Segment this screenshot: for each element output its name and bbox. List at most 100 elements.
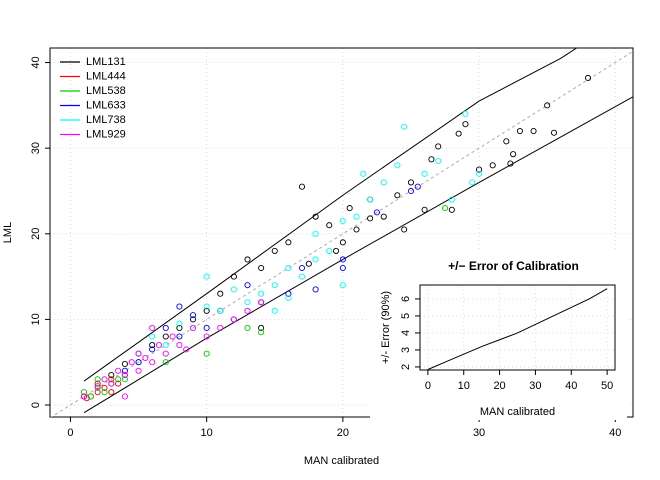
y-tick-label: 2: [400, 364, 412, 370]
data-point: [142, 354, 149, 361]
x-tick-label: 30: [473, 427, 485, 439]
data-point: [94, 389, 101, 396]
data-point: [162, 333, 169, 340]
data-point: [271, 307, 278, 314]
data-point: [94, 380, 101, 387]
data-point: [258, 324, 265, 332]
data-point: [101, 384, 108, 391]
data-point: [189, 324, 197, 332]
data-point: [128, 359, 135, 366]
data-point: [244, 282, 251, 289]
data-point: [407, 179, 415, 186]
y-tick-label: 3: [400, 347, 412, 353]
data-point: [367, 196, 374, 203]
inset-title: +/− Error of Calibration: [448, 259, 579, 273]
data-point: [469, 179, 476, 186]
data-point: [135, 359, 142, 366]
data-point: [135, 350, 142, 357]
data-point: [176, 333, 183, 340]
data-point: [298, 183, 306, 190]
data-point: [108, 380, 115, 387]
data-point: [94, 376, 101, 383]
data-point: [401, 226, 408, 233]
data-point: [414, 183, 421, 190]
data-point: [81, 393, 88, 400]
data-point: [380, 213, 387, 220]
y-tick-label: 0: [30, 402, 42, 408]
data-point: [476, 170, 483, 177]
data-point: [401, 123, 408, 130]
data-point: [285, 294, 292, 302]
data-point: [516, 127, 523, 135]
data-point: [584, 74, 592, 82]
data-point: [230, 316, 237, 323]
data-point: [149, 324, 156, 332]
legend-label: LML929: [86, 128, 126, 140]
data-point: [510, 151, 517, 158]
data-point: [108, 371, 115, 379]
x-tick-label: 30: [529, 380, 541, 392]
data-point: [339, 282, 346, 289]
data-point: [189, 316, 197, 323]
data-point: [421, 206, 428, 213]
error-line: [427, 288, 608, 370]
data-point: [326, 222, 333, 229]
x-tick-label: 10: [201, 427, 213, 439]
y-tick-label: 20: [30, 228, 42, 240]
x-axis-label: MAN calibrated: [480, 406, 555, 418]
data-point: [108, 376, 115, 383]
data-point: [441, 205, 449, 212]
data-point: [305, 260, 312, 267]
data-point: [271, 247, 278, 254]
data-point: [435, 157, 442, 165]
data-point: [162, 350, 169, 357]
data-point: [244, 299, 251, 306]
legend-label: LML738: [86, 114, 126, 126]
data-point: [312, 230, 319, 237]
data-point: [285, 264, 292, 272]
data-point: [530, 127, 537, 135]
y-tick-label: 6: [400, 296, 412, 302]
data-point: [121, 371, 128, 379]
y-tick-label: 30: [30, 142, 42, 154]
data-point: [312, 286, 319, 293]
data-point: [183, 346, 190, 353]
data-point: [176, 342, 183, 349]
data-point: [367, 215, 374, 222]
plot-frame: [49, 47, 634, 418]
data-point: [339, 264, 346, 272]
data-point: [203, 273, 210, 280]
data-point: [203, 350, 210, 357]
legend-label: LML444: [86, 70, 126, 82]
data-point: [507, 160, 514, 167]
plot-frame: [419, 284, 616, 371]
data-point: [455, 130, 462, 137]
x-tick-label: 0: [67, 427, 73, 439]
x-tick-label: 10: [458, 380, 470, 392]
x-tick-label: 20: [493, 380, 505, 392]
data-point: [462, 110, 469, 117]
data-point: [448, 206, 455, 213]
data-point: [217, 307, 224, 314]
data-point: [421, 170, 428, 177]
data-point: [149, 333, 156, 340]
data-point: [298, 273, 306, 280]
data-point: [203, 307, 210, 314]
data-point: [162, 342, 169, 349]
legend-label: LML538: [86, 85, 126, 97]
data-point: [435, 143, 442, 150]
data-point: [476, 166, 483, 173]
y-tick-label: 4: [400, 330, 412, 336]
x-tick-label: 40: [565, 380, 577, 392]
data-point: [162, 359, 169, 366]
data-point: [230, 273, 237, 280]
data-point: [121, 376, 128, 383]
data-point: [101, 389, 108, 396]
data-point: [217, 324, 224, 332]
data-point: [155, 342, 163, 349]
x-axis-label: MAN calibrated: [304, 455, 379, 467]
y-tick-label: 40: [30, 56, 42, 68]
data-point: [115, 380, 122, 387]
data-point: [544, 102, 551, 109]
